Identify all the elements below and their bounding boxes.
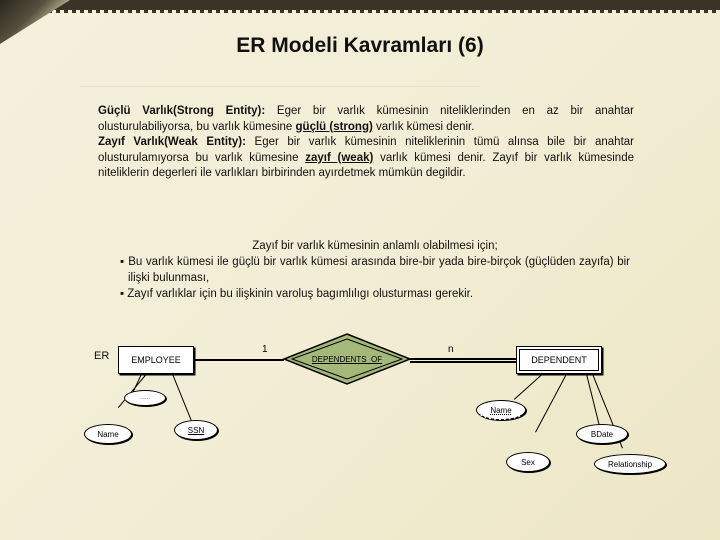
entity-dependent: DEPENDENT xyxy=(516,346,602,374)
page-title: ER Modeli Kavramları (6) xyxy=(0,34,720,58)
attr-name-dependent: Name xyxy=(476,400,526,420)
attr-sex: Sex xyxy=(506,452,550,472)
paper-top-edge xyxy=(0,0,720,10)
entity-employee-label: EMPLOYEE xyxy=(131,355,181,365)
attr-dotted: …… xyxy=(124,390,166,406)
weak-entity-label: Zayıf Varlık(Weak Entity): xyxy=(98,136,246,148)
conn-emp-ssn xyxy=(172,374,192,421)
requirement-bullet-1: ▪ Bu varlık kümesi ile güçlü bir varlık … xyxy=(120,254,630,286)
entity-employee: EMPLOYEE xyxy=(118,346,194,374)
definitions-paragraph: Güçlü Varlık(Strong Entity): Eger bir va… xyxy=(98,104,634,182)
strong-entity-text-2: varlık kümesi denir. xyxy=(373,121,475,133)
conn-rel-dependent-2 xyxy=(410,361,518,363)
cardinality-left: 1 xyxy=(262,344,268,355)
attr-relationship: Relationship xyxy=(594,454,666,474)
relationship-diamond: DEPENDENTS_OF xyxy=(282,332,412,386)
requirements-intro: Zayıf bir varlık kümesinin anlamlı olabi… xyxy=(120,238,630,254)
conn-dep-name xyxy=(514,374,543,400)
relationship-label: DEPENDENTS_OF xyxy=(282,332,412,386)
requirement-bullet-2: ▪ Zayıf varlıklar için bu ilişkinin varo… xyxy=(120,286,630,302)
attr-ssn: SSN xyxy=(174,420,218,440)
weak-underlined: zayıf (weak) xyxy=(305,152,373,164)
er-prefix-label: ER xyxy=(94,350,109,362)
attr-name-employee: Name xyxy=(84,424,132,444)
conn-dep-bdate xyxy=(586,374,601,429)
cardinality-right: n xyxy=(448,344,454,355)
er-diagram: ER EMPLOYEE DEPENDENTS_OF 1 n DEPENDENT … xyxy=(96,338,656,518)
conn-employee-rel xyxy=(192,359,284,361)
strong-underlined: güçlü (strong) xyxy=(296,121,373,133)
rule-line xyxy=(80,86,480,87)
entity-dependent-label: DEPENDENT xyxy=(531,355,587,365)
conn-dep-sex xyxy=(535,374,567,433)
strong-entity-label: Güçlü Varlık(Strong Entity): xyxy=(98,105,265,117)
attr-bdate: BDate xyxy=(576,424,628,444)
attr-name-dependent-label: Name xyxy=(490,406,511,415)
requirements-paragraph: Zayıf bir varlık kümesinin anlamlı olabi… xyxy=(120,238,630,302)
conn-rel-dependent-1 xyxy=(410,358,518,360)
